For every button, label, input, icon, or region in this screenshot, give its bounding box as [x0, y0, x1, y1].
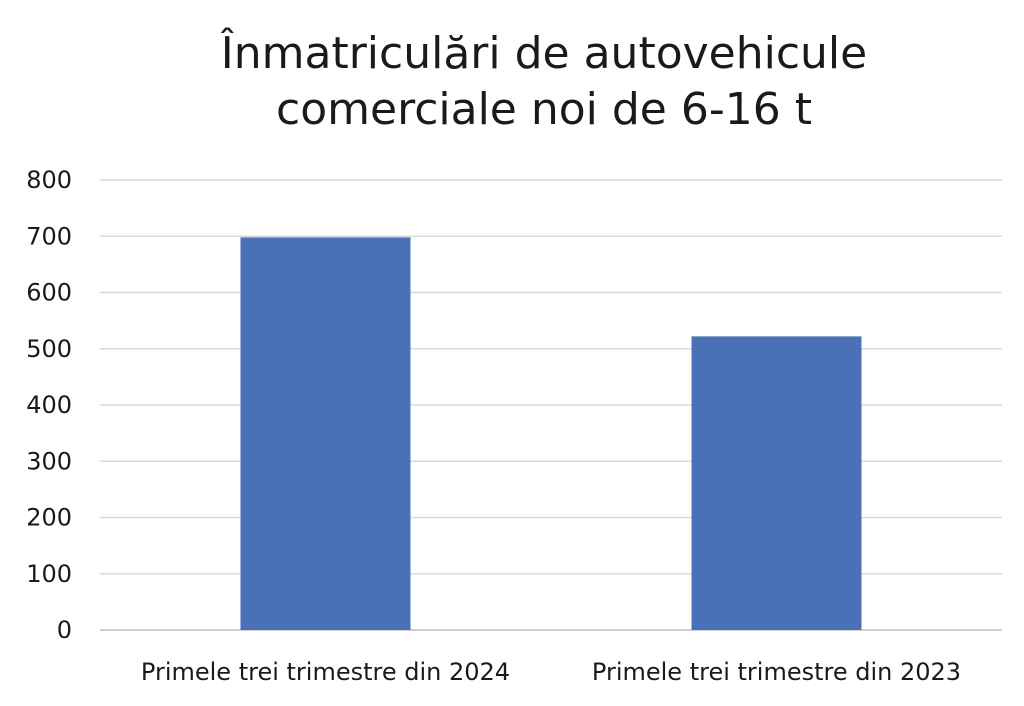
y-tick-label: 100	[26, 560, 72, 588]
chart-title-line-1: Înmatriculări de autovehicule	[220, 28, 868, 79]
y-tick-label: 800	[26, 166, 72, 194]
bar	[240, 237, 411, 630]
y-tick-label: 700	[26, 222, 72, 250]
chart-title: Înmatriculări de autovehicule comerciale…	[0, 26, 1024, 138]
x-category-label: Primele trei trimestre din 2024	[141, 658, 510, 686]
y-tick-label: 400	[26, 391, 72, 419]
y-tick-label: 500	[26, 335, 72, 363]
x-category-label: Primele trei trimestre din 2023	[592, 658, 961, 686]
y-tick-label: 200	[26, 504, 72, 532]
bar	[691, 336, 862, 630]
y-tick-label: 300	[26, 447, 72, 475]
chart-title-line-2: comerciale noi de 6-16 t	[276, 84, 812, 135]
y-tick-label: 0	[57, 616, 72, 644]
y-tick-label: 600	[26, 279, 72, 307]
